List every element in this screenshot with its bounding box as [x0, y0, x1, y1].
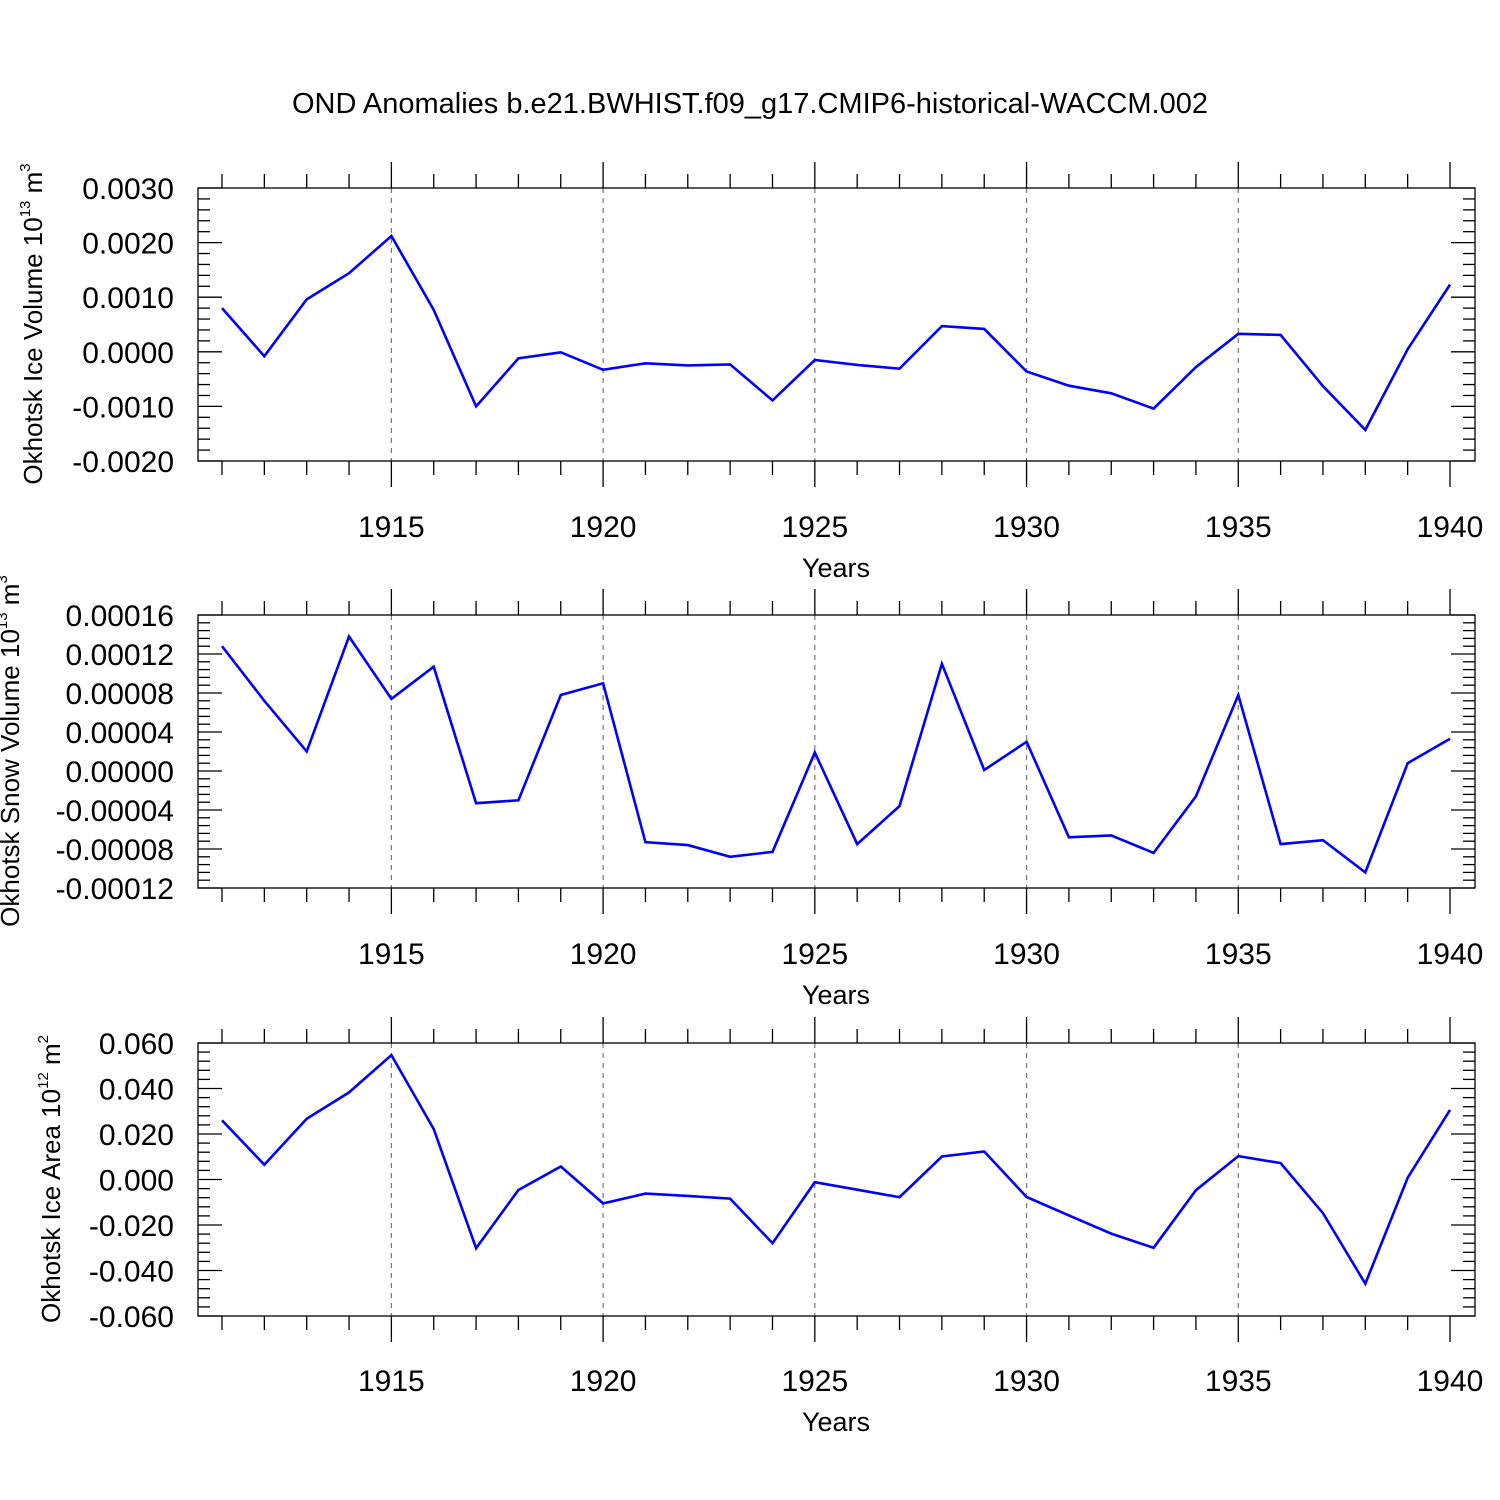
panels: 1915 1920 1925 1930 1935 1940 Years 0.0030 0.002… [0, 162, 1483, 1437]
x-tick-label: 1920 [570, 938, 637, 971]
x-tick-label: 1940 [1417, 511, 1484, 544]
y-axis-label-exponent: 12 [35, 1072, 52, 1089]
y-axis-label-unit-exponent: 3 [17, 163, 34, 171]
y-tick-label: -0.0010 [72, 391, 174, 424]
plot-frame [197, 187, 1476, 462]
x-tick-label: 1935 [1205, 938, 1272, 971]
y-tick-label: 0.00004 [66, 717, 174, 750]
x-tick-label: 1925 [781, 938, 848, 971]
chart-title: OND Anomalies b.e21.BWHIST.f09_g17.CMIP6… [292, 88, 1208, 120]
x-tick-label: 1920 [570, 511, 637, 544]
y-tick-label: 0.040 [99, 1074, 174, 1107]
panel-2: 1915 1920 1925 1930 1935 1940 Years 0.00016 0.00… [0, 575, 1483, 1010]
x-tick-label: 1915 [358, 511, 425, 544]
y-axis-label-unit-exponent: 2 [35, 1035, 52, 1043]
y-axis-label-exponent: 13 [17, 201, 34, 218]
y-tick-label: 0.00000 [66, 756, 174, 789]
x-tick-label: 1920 [570, 1365, 637, 1398]
x-axis-label: Years [802, 553, 870, 583]
panel-1: 1915 1920 1925 1930 1935 1940 Years 0.0030 0.002… [17, 162, 1483, 583]
y-tick-label: 0.0030 [82, 173, 174, 206]
y-tick-label: 0.00008 [66, 678, 174, 711]
y-axis-label-exponent: 13 [0, 612, 11, 629]
x-tick-label: 1930 [993, 511, 1060, 544]
y-axis-label: Okhotsk Ice Area 1012 m2 [35, 1035, 66, 1323]
y-tick-label: 0.0020 [82, 228, 174, 261]
plot-frame [197, 614, 1476, 889]
x-tick-label: 1930 [993, 938, 1060, 971]
y-tick-label: 0.060 [99, 1028, 174, 1061]
series-line [220, 633, 1451, 875]
y-tick-label: -0.060 [89, 1301, 174, 1334]
x-tick-label: 1930 [993, 1365, 1060, 1398]
x-tick-label: 1925 [781, 1365, 848, 1398]
y-axis-label-unit: m [36, 1043, 66, 1072]
y-tick-label: 0.0010 [82, 282, 174, 315]
y-tick-label: -0.00008 [56, 834, 174, 867]
x-tick-label: 1935 [1205, 511, 1272, 544]
y-tick-label: 0.00016 [66, 600, 174, 633]
y-tick-label: -0.00012 [56, 873, 174, 906]
y-tick-label: 0.020 [99, 1119, 174, 1152]
series-line [221, 233, 1452, 433]
y-axis-label-unit: m [0, 584, 25, 613]
y-axis-label: Okhotsk Ice Volume 1013 m3 [17, 163, 48, 484]
y-tick-label: 0.0000 [82, 337, 174, 370]
x-axis-label: Years [802, 980, 870, 1010]
x-tick-label: 1940 [1417, 1365, 1484, 1398]
y-axis-label-text: Okhotsk Snow Volume 10 [0, 629, 25, 927]
y-tick-label: -0.040 [89, 1256, 174, 1289]
y-axis-label-text: Okhotsk Ice Volume 10 [18, 217, 48, 484]
y-axis-label-unit: m [18, 172, 48, 201]
series-line [221, 1053, 1452, 1287]
x-axis-label: Years [802, 1407, 870, 1437]
y-tick-label: -0.00004 [56, 795, 174, 828]
x-tick-label: 1925 [781, 511, 848, 544]
x-tick-label: 1940 [1417, 938, 1484, 971]
plot-frame [197, 1042, 1476, 1317]
y-tick-label: -0.0020 [72, 446, 174, 479]
y-axis-label-text: Okhotsk Ice Area 10 [36, 1089, 66, 1323]
y-axis-label-unit-exponent: 3 [0, 575, 11, 583]
y-tick-label: 0.000 [99, 1165, 174, 1198]
y-tick-label: 0.00012 [66, 639, 174, 672]
panel-3: 1915 1920 1925 1930 1935 1940 Years 0.060 0.040 0… [35, 1017, 1483, 1437]
x-tick-label: 1915 [358, 1365, 425, 1398]
x-tick-label: 1935 [1205, 1365, 1272, 1398]
x-tick-label: 1915 [358, 938, 425, 971]
y-tick-label: -0.020 [89, 1210, 174, 1243]
y-axis-label: Okhotsk Snow Volume 1013 m3 [0, 575, 25, 927]
